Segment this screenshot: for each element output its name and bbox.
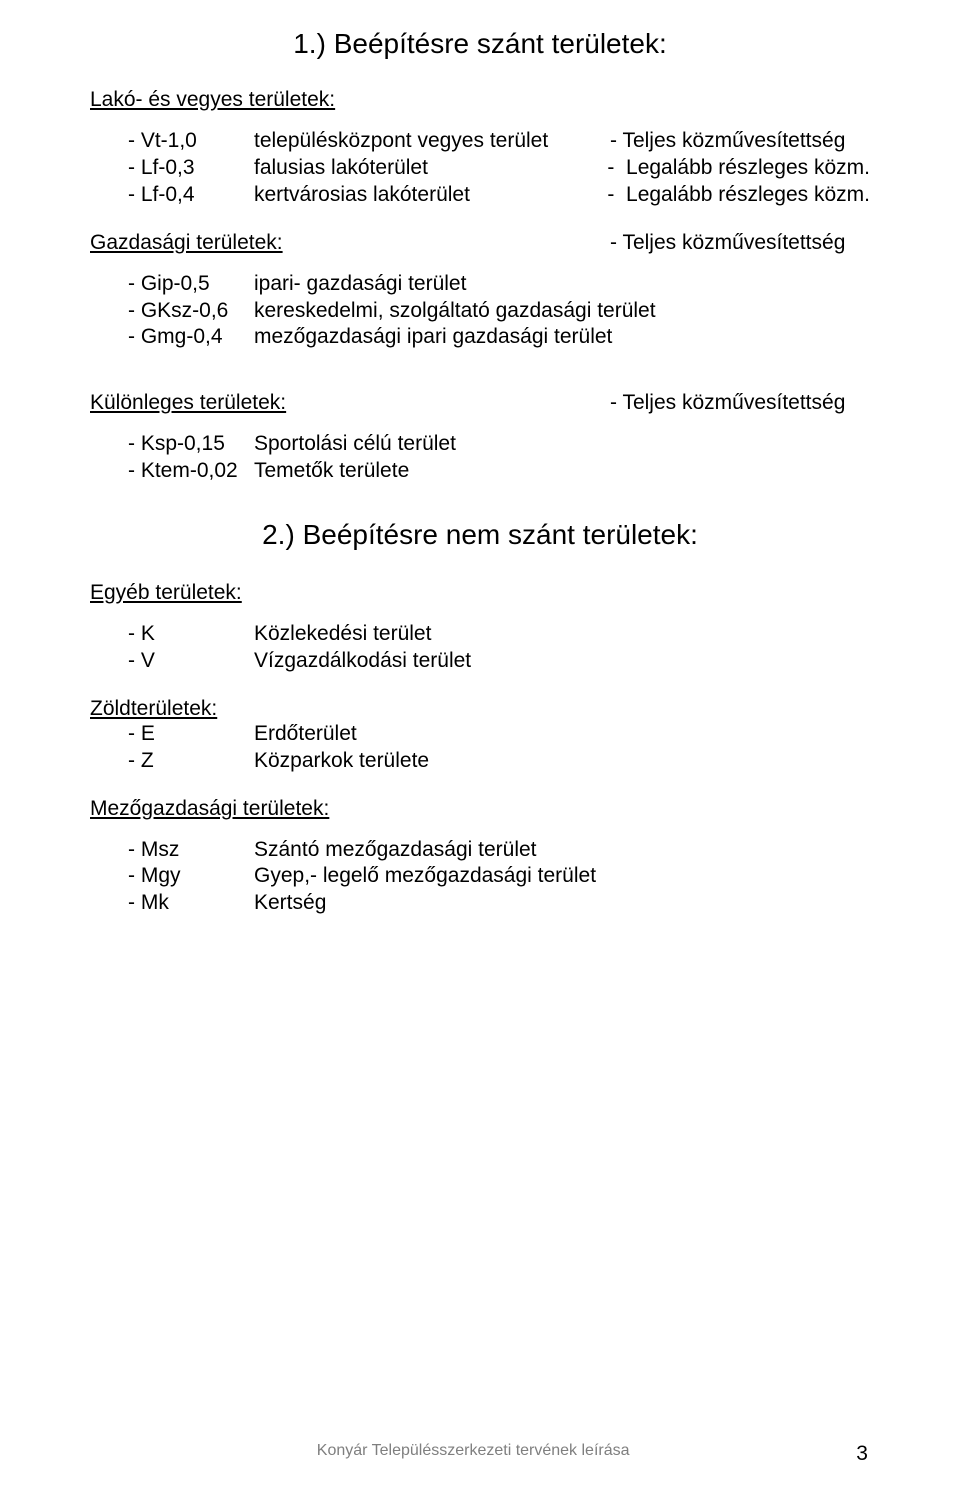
page-footer: Konyár Településszerkezeti tervének leír… [0, 1442, 960, 1466]
desc-cell: településközpont vegyes terület [254, 128, 610, 155]
desc-cell: Erdőterület [254, 721, 870, 748]
code-cell: - Lf-0,3 [90, 155, 254, 182]
desc-cell: Temetők területe [254, 458, 870, 485]
code-cell: - Z [90, 748, 254, 775]
desc-cell: kertvárosias lakóterület [254, 182, 607, 209]
section-egyeb-body: - K Közlekedési terület - V Vízgazdálkod… [90, 621, 870, 675]
section-gazd-header: Gazdasági területek: - Teljes közművesít… [90, 231, 870, 255]
page-number: 3 [856, 1442, 870, 1466]
code-cell: - Ksp-0,15 [90, 431, 254, 458]
table-row: - Lf-0,4 kertvárosias lakóterület - Lega… [90, 182, 870, 209]
desc-cell: kereskedelmi, szolgáltató gazdasági terü… [254, 298, 870, 325]
status-cell: - Teljes közművesítettség [610, 231, 870, 255]
desc-cell: Közlekedési terület [254, 621, 870, 648]
table-row: - Ktem-0,02 Temetők területe [90, 458, 870, 485]
section-title-egyeb: Egyéb területek: [90, 581, 870, 605]
section-title-gazd: Gazdasági területek: [90, 231, 610, 255]
table-row: - E Erdőterület [90, 721, 870, 748]
code-cell: - Gmg-0,4 [90, 324, 254, 351]
table-row: - Gip-0,5 ipari- gazdasági terület [90, 271, 870, 298]
code-cell: - Mk [90, 890, 254, 917]
status-cell: - Legalább részleges közm. [607, 182, 870, 209]
section-kulon-body: - Ksp-0,15 Sportolási célú terület - Kte… [90, 431, 870, 485]
desc-cell: Sportolási célú terület [254, 431, 870, 458]
section-zold-body: - E Erdőterület - Z Közparkok területe [90, 721, 870, 775]
table-row: - Vt-1,0 településközpont vegyes terület… [90, 128, 870, 155]
status-cell: - Legalább részleges közm. [607, 155, 870, 182]
desc-cell: falusias lakóterület [254, 155, 607, 182]
heading-section-2: 2.) Beépítésre nem szánt területek: [90, 519, 870, 551]
table-row: - Ksp-0,15 Sportolási célú terület [90, 431, 870, 458]
table-row: - Mgy Gyep,- legelő mezőgazdasági terüle… [90, 863, 870, 890]
code-cell: - Gip-0,5 [90, 271, 254, 298]
code-cell: - Ktem-0,02 [90, 458, 254, 485]
desc-cell: ipari- gazdasági terület [254, 271, 870, 298]
table-row: - Gmg-0,4 mezőgazdasági ipari gazdasági … [90, 324, 870, 351]
table-row: - V Vízgazdálkodási terület [90, 648, 870, 675]
desc-cell: Gyep,- legelő mezőgazdasági terület [254, 863, 870, 890]
footer-inner: Konyár Településszerkezeti tervének leír… [90, 1442, 870, 1466]
code-cell: - Mgy [90, 863, 254, 890]
section-lako-body: - Vt-1,0 településközpont vegyes terület… [90, 128, 870, 209]
section-title-lako: Lakó- és vegyes területek: [90, 88, 870, 112]
desc-cell: Szántó mezőgazdasági terület [254, 837, 870, 864]
section-gazd-body: - Gip-0,5 ipari- gazdasági terület - GKs… [90, 271, 870, 352]
code-cell: - Msz [90, 837, 254, 864]
section-title-kulon: Különleges területek: [90, 391, 610, 415]
section-title-zold: Zöldterületek: [90, 697, 870, 721]
code-cell: - GKsz-0,6 [90, 298, 254, 325]
code-cell: - V [90, 648, 254, 675]
section-kulon-header: Különleges területek: - Teljes közművesí… [90, 391, 870, 415]
status-cell: - Teljes közművesítettség [610, 391, 870, 415]
desc-cell: Vízgazdálkodási terület [254, 648, 870, 675]
table-row: - K Közlekedési terület [90, 621, 870, 648]
table-row: - GKsz-0,6 kereskedelmi, szolgáltató gaz… [90, 298, 870, 325]
heading-section-1: 1.) Beépítésre szánt területek: [90, 28, 870, 60]
section-title-mezo: Mezőgazdasági területek: [90, 797, 870, 821]
table-row: - Mk Kertség [90, 890, 870, 917]
desc-cell: Közparkok területe [254, 748, 870, 775]
table-row: - Msz Szántó mezőgazdasági terület [90, 837, 870, 864]
table-row: - Z Közparkok területe [90, 748, 870, 775]
desc-cell: mezőgazdasági ipari gazdasági terület [254, 324, 870, 351]
footer-text: Konyár Településszerkezeti tervének leír… [317, 1442, 630, 1466]
code-cell: - K [90, 621, 254, 648]
status-cell: - Teljes közművesítettség [610, 128, 870, 155]
code-cell: - Vt-1,0 [90, 128, 254, 155]
table-row: - Lf-0,3 falusias lakóterület - Legalább… [90, 155, 870, 182]
page-container: 1.) Beépítésre szánt területek: Lakó- és… [0, 0, 960, 1492]
section-mezo-body: - Msz Szántó mezőgazdasági terület - Mgy… [90, 837, 870, 918]
code-cell: - Lf-0,4 [90, 182, 254, 209]
code-cell: - E [90, 721, 254, 748]
desc-cell: Kertség [254, 890, 870, 917]
